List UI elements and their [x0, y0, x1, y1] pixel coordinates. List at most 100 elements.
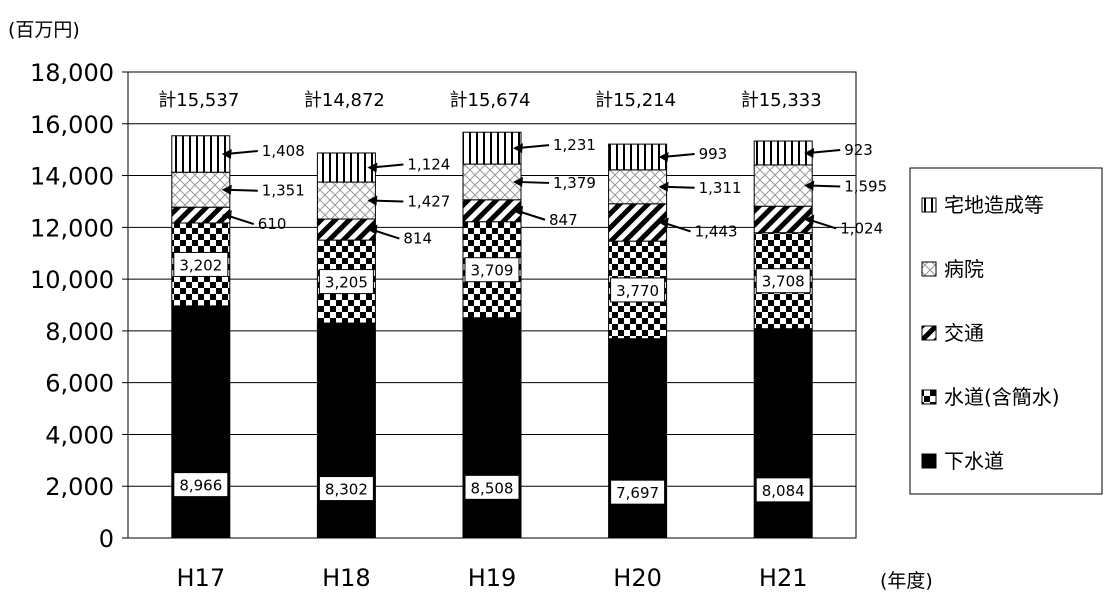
- bar-segment: [753, 205, 813, 234]
- data-label: 8,084: [762, 482, 805, 500]
- legend-swatch: [921, 389, 937, 405]
- legend-swatch: [921, 261, 937, 277]
- bar-segment: [753, 328, 813, 539]
- y-tick-label: 18,000: [30, 59, 114, 87]
- data-label: 3,708: [762, 273, 805, 291]
- label-arrow-head: [804, 214, 815, 225]
- bar-segment: [316, 152, 376, 183]
- legend-swatch: [921, 325, 937, 341]
- bar-segment: [171, 171, 231, 208]
- y-tick-label: 2,000: [45, 473, 114, 501]
- data-label: 1,443: [695, 222, 738, 240]
- data-labels: 8,966 3,202 610 1,351 1,408 8,302 3,205 814 1,42…: [173, 136, 887, 505]
- legend-swatch: [921, 197, 937, 213]
- label-arrow-head: [513, 205, 523, 216]
- data-label: 1,408: [262, 142, 305, 160]
- label-arrow-head: [658, 181, 669, 192]
- x-category-label: H20: [613, 564, 662, 592]
- y-tick-label: 12,000: [30, 214, 114, 242]
- data-label: 8,302: [325, 481, 368, 499]
- data-label: 1,124: [407, 156, 450, 174]
- bar-segment: [608, 143, 668, 171]
- data-label: 1,231: [553, 136, 596, 154]
- bar-segment: [608, 338, 668, 539]
- data-label-box: [318, 269, 374, 295]
- data-label: 8,966: [179, 477, 222, 495]
- data-label: 3,202: [179, 256, 222, 274]
- total-label: 計15,214: [595, 90, 676, 111]
- y-axis-unit-label: (百万円): [8, 19, 80, 41]
- legend-frame: [909, 167, 1103, 495]
- bar-segment: [171, 135, 231, 173]
- data-label: 923: [844, 141, 873, 159]
- legend-swatch: [921, 453, 937, 469]
- data-label-box: [610, 277, 666, 303]
- data-label-box: [464, 474, 520, 500]
- total-label: 計15,674: [450, 90, 531, 111]
- legend-label: 交通: [944, 321, 984, 345]
- label-arrow-head: [658, 151, 669, 162]
- label-arrow-head: [221, 148, 232, 159]
- label-arrow-head: [804, 147, 815, 158]
- data-label: 7,697: [616, 484, 659, 502]
- y-tick-label: 6,000: [45, 370, 114, 398]
- data-label: 1,595: [844, 178, 887, 196]
- bar-segment: [462, 317, 522, 539]
- total-labels: 計15,537 計14,872 計15,674 計15,214 計15,333: [158, 90, 821, 111]
- total-label: 計15,333: [741, 90, 822, 111]
- data-label-box: [755, 477, 811, 503]
- total-label: 計15,537: [158, 90, 239, 111]
- data-label-box: [173, 251, 229, 277]
- bar-segment: [462, 131, 522, 165]
- data-label: 3,770: [616, 282, 659, 300]
- data-label: 847: [549, 211, 578, 229]
- label-arrow-head: [513, 143, 523, 154]
- label-arrow-head: [367, 162, 378, 173]
- bar-segment: [608, 203, 668, 242]
- label-arrow-head: [221, 210, 232, 221]
- data-label: 3,709: [471, 262, 514, 280]
- total-label: 計14,872: [304, 90, 385, 111]
- bar-segment: [753, 164, 813, 207]
- bar-segment: [171, 305, 231, 539]
- data-label: 1,024: [840, 219, 883, 237]
- legend-label: 水道(含簡水): [944, 385, 1060, 409]
- y-tick-label: 10,000: [30, 266, 114, 294]
- bar-segment: [462, 199, 522, 223]
- label-arrow-head: [367, 195, 378, 206]
- data-label: 8,508: [471, 479, 514, 497]
- y-axis-ticks: 0 2,000 4,000 6,000 8,000 10,000 12,000 14,000 1…: [30, 59, 128, 553]
- x-axis-categories: H17 H18 H19 H20 H21: [177, 564, 808, 592]
- y-tick-label: 16,000: [30, 111, 114, 139]
- bar-segment: [316, 322, 376, 539]
- bar-segment: [316, 181, 376, 220]
- label-arrow-head: [804, 180, 815, 191]
- x-category-label: H21: [759, 564, 808, 592]
- x-category-label: H18: [322, 564, 371, 592]
- data-label-box: [464, 257, 520, 283]
- data-label: 993: [699, 145, 728, 163]
- data-label-box: [610, 479, 666, 505]
- data-label: 1,351: [262, 182, 305, 200]
- bar-segment: [316, 218, 376, 241]
- bar-segment: [753, 140, 813, 166]
- data-label: 610: [258, 215, 287, 233]
- y-tick-label: 0: [99, 525, 114, 553]
- legend-label: 下水道: [944, 449, 1004, 473]
- legend-label: 病院: [944, 257, 984, 281]
- bar-segment: [608, 169, 668, 205]
- data-label-box: [755, 268, 811, 294]
- y-tick-label: 14,000: [30, 163, 114, 191]
- y-tick-label: 8,000: [45, 318, 114, 346]
- y-tick-label: 4,000: [45, 421, 114, 449]
- data-label-box: [318, 476, 374, 502]
- label-arrow-head: [367, 224, 378, 235]
- x-category-label: H17: [177, 564, 226, 592]
- label-arrow-head: [513, 176, 523, 187]
- bar-segment: [171, 206, 231, 224]
- x-category-label: H19: [468, 564, 517, 592]
- bars: [171, 131, 813, 539]
- label-arrow-head: [221, 184, 232, 195]
